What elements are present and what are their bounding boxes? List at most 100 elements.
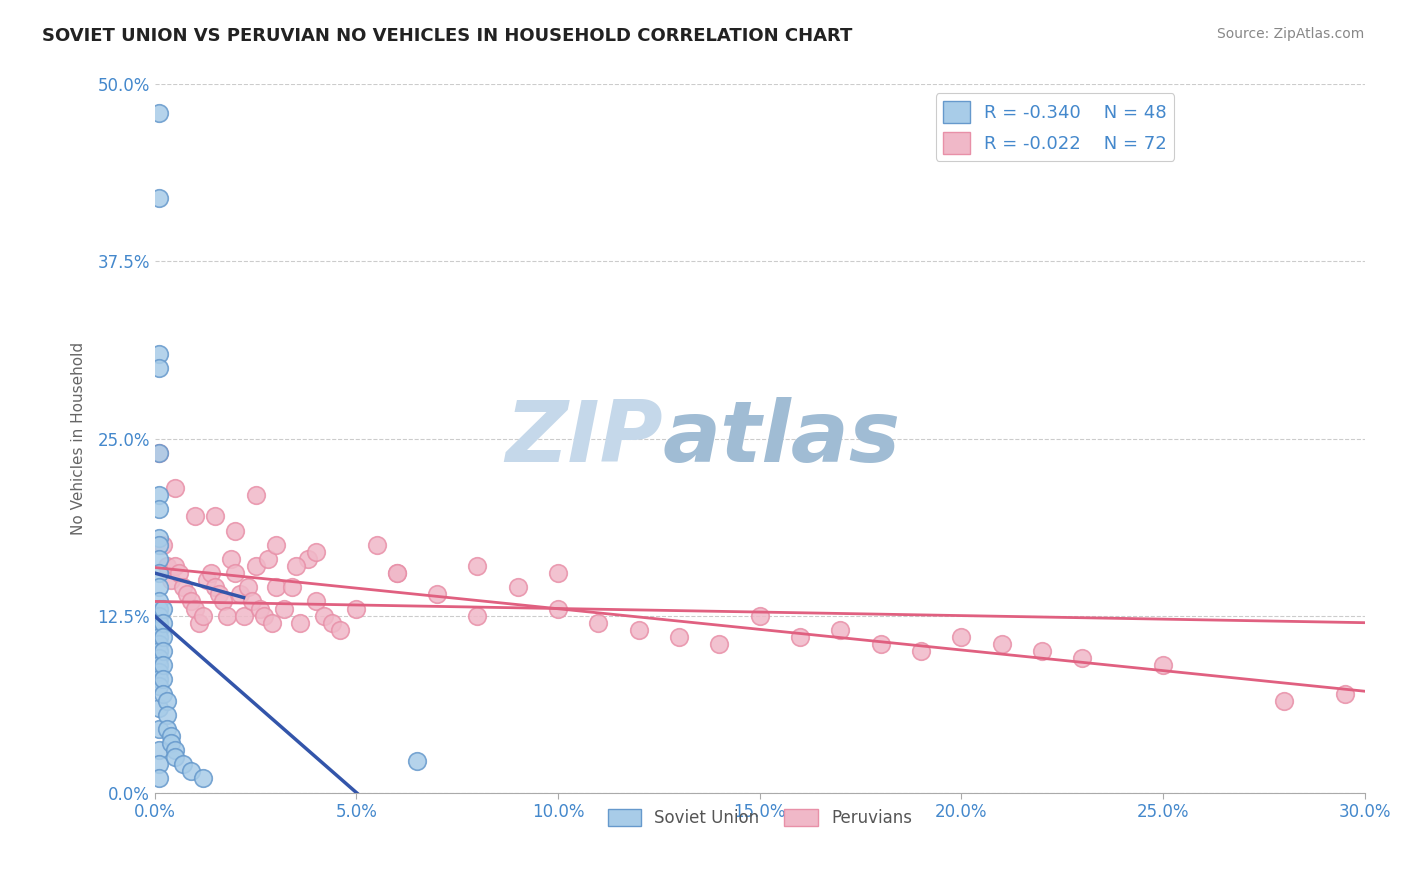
Point <box>148 680 170 694</box>
Point <box>148 105 170 120</box>
Point <box>148 658 170 673</box>
Point <box>264 580 287 594</box>
Point <box>385 566 408 580</box>
Point <box>329 623 352 637</box>
Point <box>148 615 170 630</box>
Point <box>1152 658 1174 673</box>
Point <box>366 538 388 552</box>
Point <box>668 630 690 644</box>
Point <box>264 538 287 552</box>
Point <box>163 559 186 574</box>
Point <box>321 615 343 630</box>
Point <box>148 651 170 665</box>
Point <box>221 552 243 566</box>
Point <box>253 608 276 623</box>
Point <box>314 608 336 623</box>
Point <box>188 615 211 630</box>
Point <box>709 637 731 651</box>
Point <box>748 608 770 623</box>
Point <box>148 488 170 502</box>
Point <box>184 509 207 524</box>
Point <box>148 665 170 680</box>
Text: atlas: atlas <box>664 397 901 480</box>
Point <box>148 700 170 714</box>
Point <box>148 673 170 687</box>
Point <box>200 566 222 580</box>
Point <box>1031 644 1053 658</box>
Point <box>148 608 170 623</box>
Point <box>148 566 170 580</box>
Text: SOVIET UNION VS PERUVIAN NO VEHICLES IN HOUSEHOLD CORRELATION CHART: SOVIET UNION VS PERUVIAN NO VEHICLES IN … <box>42 27 852 45</box>
Point <box>588 615 610 630</box>
Point <box>288 615 311 630</box>
Point <box>148 446 170 460</box>
Point <box>260 615 283 630</box>
Point <box>148 743 170 757</box>
Point <box>160 573 183 587</box>
Point <box>467 608 489 623</box>
Point <box>148 594 170 608</box>
Point <box>148 722 170 736</box>
Text: ZIP: ZIP <box>505 397 664 480</box>
Point <box>236 580 259 594</box>
Point <box>148 637 170 651</box>
Point <box>148 644 170 658</box>
Point <box>249 601 271 615</box>
Point <box>281 580 304 594</box>
Point <box>305 545 328 559</box>
Point <box>184 601 207 615</box>
Point <box>152 658 174 673</box>
Point <box>991 637 1014 651</box>
Point <box>160 736 183 750</box>
Point <box>156 693 179 707</box>
Point <box>172 580 194 594</box>
Point <box>224 524 246 538</box>
Point <box>204 509 226 524</box>
Point <box>156 559 179 574</box>
Point <box>869 637 891 651</box>
Point <box>346 601 368 615</box>
Point <box>156 707 179 722</box>
Point <box>232 608 254 623</box>
Point <box>148 531 170 545</box>
Point <box>212 594 235 608</box>
Point <box>163 743 186 757</box>
Point <box>172 757 194 772</box>
Point <box>1272 693 1295 707</box>
Point <box>789 630 811 644</box>
Point <box>506 580 529 594</box>
Point <box>148 757 170 772</box>
Point <box>148 623 170 637</box>
Point <box>217 608 239 623</box>
Point <box>228 587 250 601</box>
Point <box>148 446 170 460</box>
Point <box>385 566 408 580</box>
Point <box>830 623 852 637</box>
Point <box>240 594 263 608</box>
Point <box>224 566 246 580</box>
Point <box>193 608 215 623</box>
Point <box>163 481 186 495</box>
Point <box>152 686 174 700</box>
Point <box>152 644 174 658</box>
Point <box>148 538 170 552</box>
Point <box>148 630 170 644</box>
Point <box>156 722 179 736</box>
Point <box>152 630 174 644</box>
Text: Source: ZipAtlas.com: Source: ZipAtlas.com <box>1216 27 1364 41</box>
Point <box>467 559 489 574</box>
Point <box>285 559 308 574</box>
Point <box>245 488 267 502</box>
Point <box>152 538 174 552</box>
Point <box>297 552 319 566</box>
Point <box>256 552 278 566</box>
Point <box>180 594 202 608</box>
Point <box>148 502 170 516</box>
Point <box>148 191 170 205</box>
Point <box>148 346 170 360</box>
Point <box>148 772 170 786</box>
Point <box>204 580 226 594</box>
Point <box>305 594 328 608</box>
Point <box>148 601 170 615</box>
Point <box>180 764 202 779</box>
